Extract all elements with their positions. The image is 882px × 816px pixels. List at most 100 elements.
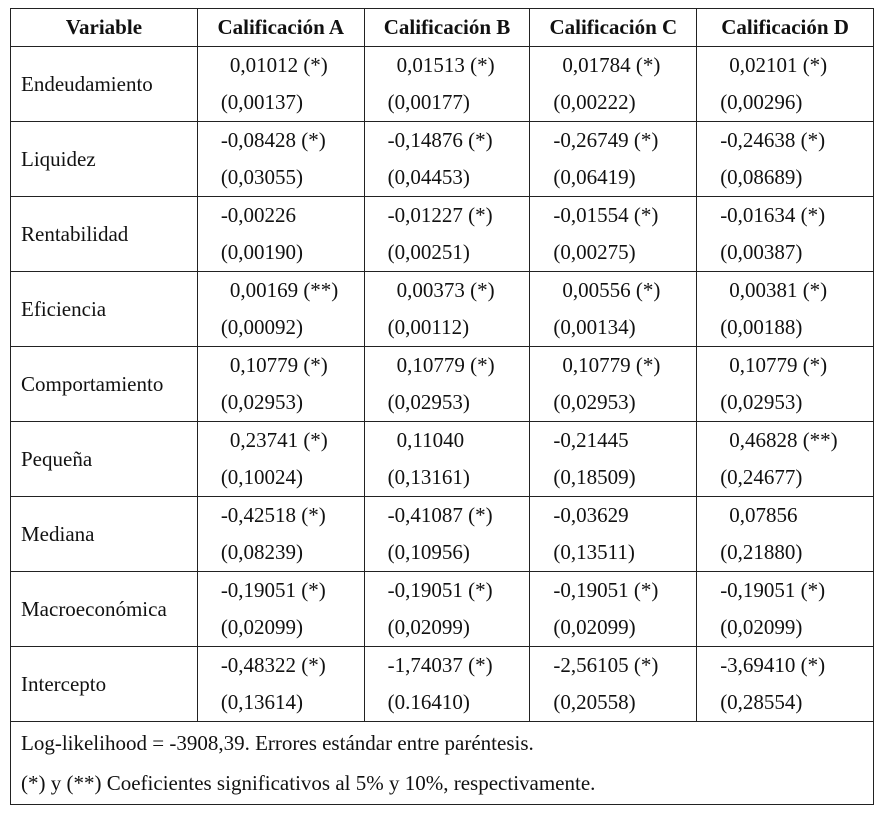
standard-error: (0,00296) xyxy=(720,90,803,114)
variable-cell: Mediana xyxy=(10,496,198,572)
notes-row: Log-likelihood = -3908,39. Errores están… xyxy=(10,721,874,805)
results-table: Variable Calificación A Calificación B Cali… xyxy=(10,8,874,805)
value-cell: 0,10779 (*) (0,02953) xyxy=(196,346,365,422)
value-cell: 0,00169 (**) (0,00092) xyxy=(196,271,365,347)
standard-error: (0,13161) xyxy=(387,465,470,489)
standard-error: (0,00188) xyxy=(720,315,803,339)
value-cell: -0,19051 (*) (0,02099) xyxy=(196,571,365,647)
coefficient: 0,07856 xyxy=(729,503,798,527)
coefficient: -0,19051 (*) xyxy=(387,578,493,602)
value-cell: -0,21445 (0,18509) xyxy=(529,421,698,497)
value-cell: -2,56105 (*) (0,20558) xyxy=(529,646,698,722)
standard-error: (0,00251) xyxy=(387,240,470,264)
variable-cell: Eficiencia xyxy=(10,271,198,347)
variable-cell: Endeudamiento xyxy=(10,46,198,122)
value-cell: -0,08428 (*) (0,03055) xyxy=(196,121,365,197)
standard-error: (0,10024) xyxy=(220,465,304,489)
standard-error: (0,00134) xyxy=(553,315,636,339)
coefficient: -0,14876 (*) xyxy=(387,128,493,152)
variable-cell: Comportamiento xyxy=(10,346,198,422)
table-row: Eficiencia 0,00169 (**) (0,00092) 0,00373 (… xyxy=(10,271,874,347)
value-cell: -0,01227 (*) (0,00251) xyxy=(363,196,531,272)
table-body: Endeudamiento 0,01012 (*) (0,00137) 0,01513… xyxy=(10,46,874,805)
coefficient: 0,00373 (*) xyxy=(396,278,495,302)
coefficient: -0,00226 xyxy=(220,203,297,227)
value-cell: 0,46828 (**) (0,24677) xyxy=(696,421,874,497)
value-cell: -0,03629 (0,13511) xyxy=(529,496,698,572)
standard-error: (0,24677) xyxy=(720,465,803,489)
coefficient: 0,23741 (*) xyxy=(229,428,328,452)
value-cell: 0,11040 (0,13161) xyxy=(363,421,531,497)
variable-cell: Rentabilidad xyxy=(10,196,198,272)
table-row: Endeudamiento 0,01012 (*) (0,00137) 0,01513… xyxy=(10,46,874,122)
table-row: Comportamiento 0,10779 (*) (0,02953) 0,1077… xyxy=(10,346,874,422)
coefficient: -0,01227 (*) xyxy=(387,203,493,227)
standard-error: (0,02953) xyxy=(387,390,470,414)
standard-error: (0,06419) xyxy=(553,165,636,189)
value-cell: 0,02101 (*) (0,00296) xyxy=(696,46,874,122)
variable-cell: Intercepto xyxy=(10,646,198,722)
standard-error: (0,00222) xyxy=(553,90,636,114)
coefficient: 0,01784 (*) xyxy=(562,53,661,77)
standard-error: (0,04453) xyxy=(387,165,470,189)
standard-error: (0,00190) xyxy=(220,240,304,264)
variable-cell: Pequeña xyxy=(10,421,198,497)
coefficient: -0,01634 (*) xyxy=(720,203,826,227)
coefficient: -0,01554 (*) xyxy=(553,203,659,227)
value-cell: 0,01012 (*) (0,00137) xyxy=(196,46,365,122)
value-cell: 0,10779 (*) (0,02953) xyxy=(696,346,874,422)
table-row: Macroeconómica -0,19051 (*) (0,02099) -0,19… xyxy=(10,571,874,647)
coefficient: -0,41087 (*) xyxy=(387,503,493,527)
coefficient: 0,02101 (*) xyxy=(729,53,828,77)
coefficient: 0,10779 (*) xyxy=(729,353,828,377)
table-row: Pequeña 0,23741 (*) (0,10024) 0,11040 (0,131… xyxy=(10,421,874,497)
column-header: Calificación D xyxy=(696,8,874,47)
coefficient: 0,00169 (**) xyxy=(229,278,339,302)
column-header: Calificación B xyxy=(363,8,531,47)
coefficient: -0,24638 (*) xyxy=(720,128,826,152)
coefficient: -0,26749 (*) xyxy=(553,128,659,152)
value-cell: 0,10779 (*) (0,02953) xyxy=(529,346,698,422)
coefficient: -0,19051 (*) xyxy=(553,578,659,602)
coefficient: 0,01012 (*) xyxy=(229,53,328,77)
coefficient: 0,10779 (*) xyxy=(562,353,661,377)
standard-error: (0,00275) xyxy=(553,240,636,264)
value-cell: -0,26749 (*) (0,06419) xyxy=(529,121,698,197)
value-cell: -0,19051 (*) (0,02099) xyxy=(696,571,874,647)
standard-error: (0,13614) xyxy=(220,690,304,714)
standard-error: (0.16410) xyxy=(387,690,470,714)
value-cell: 0,00556 (*) (0,00134) xyxy=(529,271,698,347)
variable-cell: Macroeconómica xyxy=(10,571,198,647)
coefficient: -0,42518 (*) xyxy=(220,503,326,527)
value-cell: 0,23741 (*) (0,10024) xyxy=(196,421,365,497)
standard-error: (0,02953) xyxy=(720,390,803,414)
coefficient: 0,00556 (*) xyxy=(562,278,661,302)
standard-error: (0,02099) xyxy=(720,615,803,639)
coefficient: 0,00381 (*) xyxy=(729,278,828,302)
standard-error: (0,03055) xyxy=(220,165,304,189)
standard-error: (0,02953) xyxy=(220,390,304,414)
value-cell: -0,19051 (*) (0,02099) xyxy=(363,571,531,647)
standard-error: (0,00177) xyxy=(387,90,470,114)
value-cell: 0,01513 (*) (0,00177) xyxy=(363,46,531,122)
coefficient: 0,01513 (*) xyxy=(396,53,495,77)
standard-error: (0,21880) xyxy=(720,540,803,564)
column-header: Variable xyxy=(10,8,198,47)
table-row: Intercepto -0,48322 (*) (0,13614) -1,74037 … xyxy=(10,646,874,722)
standard-error: (0,08689) xyxy=(720,165,803,189)
standard-error: (0,18509) xyxy=(553,465,636,489)
standard-error: (0,02099) xyxy=(220,615,304,639)
coefficient: -0,03629 xyxy=(553,503,629,527)
coefficient: -0,08428 (*) xyxy=(220,128,326,152)
standard-error: (0,02953) xyxy=(553,390,636,414)
table-row: Mediana -0,42518 (*) (0,08239) -0,41087 (*)… xyxy=(10,496,874,572)
value-cell: 0,07856 (0,21880) xyxy=(696,496,874,572)
value-cell: -1,74037 (*) (0.16410) xyxy=(363,646,531,722)
table-row: Rentabilidad -0,00226 (0,00190) -0,01227 (*… xyxy=(10,196,874,272)
value-cell: -0,19051 (*) (0,02099) xyxy=(529,571,698,647)
standard-error: (0,10956) xyxy=(387,540,470,564)
variable-cell: Liquidez xyxy=(10,121,198,197)
value-cell: -0,24638 (*) (0,08689) xyxy=(696,121,874,197)
standard-error: (0,08239) xyxy=(220,540,304,564)
table-row: Liquidez -0,08428 (*) (0,03055) -0,14876 (*… xyxy=(10,121,874,197)
